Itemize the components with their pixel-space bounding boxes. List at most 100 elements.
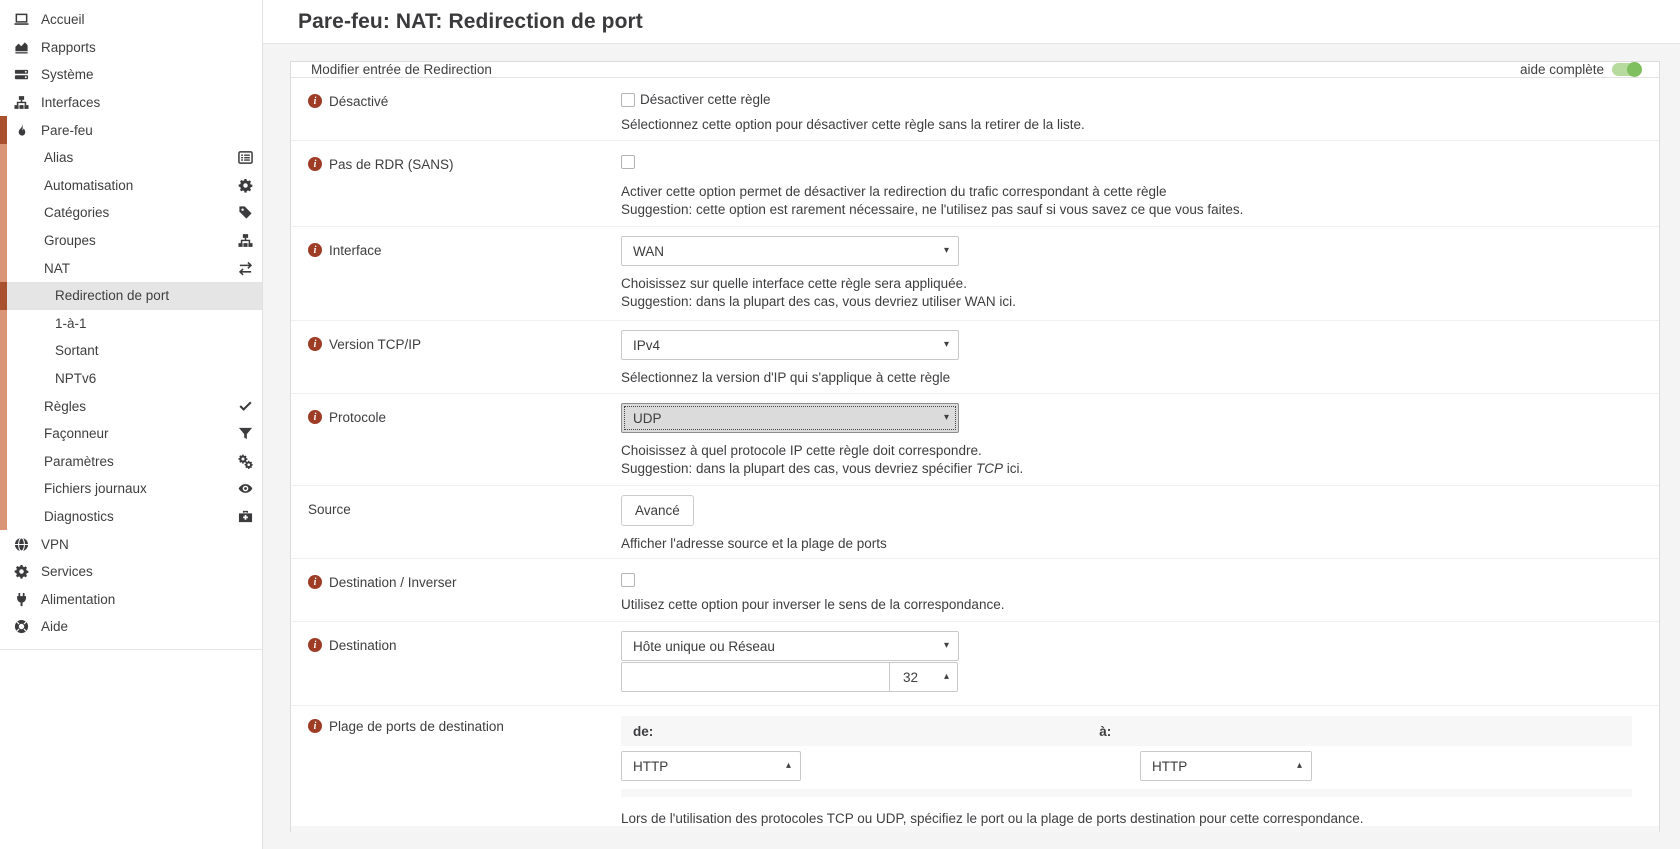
- title-bar: Pare-feu: NAT: Redirection de port: [263, 0, 1680, 44]
- caret-down-icon: ▾: [943, 412, 949, 423]
- protocol-select[interactable]: UDP ▾: [621, 403, 959, 433]
- sidebar-item-label: NAT: [44, 260, 70, 276]
- sidebar-item-label: Façonneur: [44, 426, 109, 442]
- fire-icon: [13, 122, 29, 138]
- full-help-toggle[interactable]: [1612, 62, 1642, 77]
- interface-select[interactable]: WAN ▾: [621, 236, 959, 266]
- edit-redirect-panel: Modifier entrée de Redirection aide comp…: [290, 61, 1660, 832]
- sidebar-item-pare-feu[interactable]: Pare-feu: [0, 116, 262, 144]
- help-text: Afficher l'adresse source et la plage de…: [621, 536, 887, 551]
- sidebar-item-label: Catégories: [44, 205, 110, 221]
- eye-icon: [237, 481, 253, 497]
- content-area: Modifier entrée de Redirection aide comp…: [263, 44, 1680, 849]
- sidebar-item-label: Alias: [44, 150, 74, 166]
- sidebar-item-label: Diagnostics: [44, 508, 114, 524]
- info-icon: i: [308, 337, 322, 351]
- panel-header: Modifier entrée de Redirection aide comp…: [291, 62, 1659, 78]
- help-text: Sélectionnez cette option pour désactive…: [621, 117, 1085, 132]
- sidebar-item-fichiers-journaux[interactable]: Fichiers journaux: [0, 475, 262, 503]
- sidebar-item-aide[interactable]: Aide: [0, 613, 262, 641]
- ip-version-select[interactable]: IPv4 ▾: [621, 330, 959, 360]
- sidebar-item-label: Système: [41, 67, 94, 83]
- help-text: Suggestion: cette option est rarement né…: [621, 201, 1244, 217]
- nordr-checkbox[interactable]: [621, 155, 635, 169]
- field-label: Désactivé: [329, 93, 389, 109]
- sidebar-item-param-tres[interactable]: Paramètres: [0, 448, 262, 476]
- sidebar-item-label: Rapports: [41, 39, 96, 55]
- row-source: Source Avancé Afficher l'adresse source …: [291, 486, 1659, 559]
- disable-rule-checkbox[interactable]: [621, 92, 635, 107]
- info-icon: i: [308, 94, 322, 108]
- sidebar-item-rapports[interactable]: Rapports: [0, 34, 262, 62]
- ip-version-select-value: IPv4: [633, 337, 661, 353]
- sidebar-item-label: Fichiers journaux: [44, 481, 147, 497]
- info-icon: i: [308, 157, 322, 171]
- sidebar-item-services[interactable]: Services: [0, 558, 262, 586]
- info-icon: i: [308, 575, 322, 589]
- sidebar-item-alias[interactable]: Alias: [0, 144, 262, 172]
- caret-down-icon: ▾: [943, 640, 949, 651]
- row-interface: i Interface WAN ▾ Choisissez sur quelle …: [291, 227, 1659, 321]
- field-label: Protocole: [329, 409, 387, 425]
- destination-type-select[interactable]: Hôte unique ou Réseau ▾: [621, 631, 959, 661]
- help-text: Utilisez cette option pour inverser le s…: [621, 597, 1005, 612]
- sitemap-icon: [237, 233, 253, 249]
- interface-select-value: WAN: [633, 243, 664, 259]
- panel-header-title: Modifier entrée de Redirection: [311, 62, 492, 77]
- caret-up-icon: ▴: [785, 760, 791, 771]
- help-text: Choisissez sur quelle interface cette rè…: [621, 276, 967, 291]
- source-advanced-button[interactable]: Avancé: [621, 495, 694, 526]
- port-from-select[interactable]: HTTP ▴: [621, 751, 801, 781]
- main-area: Pare-feu: NAT: Redirection de port Modif…: [263, 0, 1680, 849]
- port-from-value: HTTP: [633, 758, 669, 774]
- sidebar-item-syst-me[interactable]: Système: [0, 61, 262, 89]
- help-text: Suggestion: dans la plupart des cas, vou…: [621, 293, 1016, 309]
- page-title: Pare-feu: NAT: Redirection de port: [298, 9, 643, 33]
- sidebar-item-groupes[interactable]: Groupes: [0, 227, 262, 255]
- destination-invert-checkbox[interactable]: [621, 573, 635, 587]
- sidebar-item-label: NPTv6: [55, 371, 97, 387]
- full-help-label: aide complète: [1519, 62, 1604, 77]
- destination-address-input[interactable]: [621, 662, 890, 692]
- gears-icon: [237, 453, 253, 469]
- sidebar-item-r-gles[interactable]: Règles: [0, 392, 262, 420]
- sidebar-item-interfaces[interactable]: Interfaces: [0, 89, 262, 117]
- sidebar-item-label: 1-à-1: [55, 315, 87, 331]
- sidebar-item-label: Paramètres: [44, 453, 114, 469]
- sidebar-item-sortant[interactable]: Sortant: [0, 337, 262, 365]
- sidebar: Accueil Rapports Système Interfaces Pare-feu…: [0, 0, 263, 849]
- sidebar-item-nptv6[interactable]: NPTv6: [0, 365, 262, 393]
- plug-icon: [13, 591, 29, 607]
- next-row-strip: [291, 826, 1659, 832]
- sidebar-item-label: VPN: [41, 536, 69, 552]
- row-ip-version: i Version TCP/IP IPv4 ▾ Sélectionnez la …: [291, 321, 1659, 394]
- help-text: Suggestion: dans la plupart des cas, vou…: [621, 460, 1024, 476]
- destination-mask-select[interactable]: 32 ▴: [889, 662, 958, 692]
- sidebar-item-label: Accueil: [41, 12, 85, 28]
- port-to-label: à:: [1099, 723, 1112, 739]
- sidebar-item-1-1[interactable]: 1-à-1: [0, 310, 262, 338]
- field-label: Plage de ports de destination: [329, 718, 504, 734]
- sidebar-item-diagnostics[interactable]: Diagnostics: [0, 503, 262, 531]
- sidebar-item-vpn[interactable]: VPN: [0, 530, 262, 558]
- sidebar-item-cat-gories[interactable]: Catégories: [0, 199, 262, 227]
- destination-mask-value: 32: [903, 669, 919, 685]
- field-label: Version TCP/IP: [329, 336, 422, 352]
- field-label: Destination: [329, 637, 397, 653]
- sidebar-item-redirection-de-port[interactable]: Redirection de port: [0, 281, 262, 310]
- sidebar-item-nat[interactable]: NAT: [0, 254, 262, 282]
- sidebar-item-accueil[interactable]: Accueil: [0, 6, 262, 34]
- medkit-icon: [237, 508, 253, 524]
- port-to-select[interactable]: HTTP ▴: [1140, 751, 1312, 781]
- sitemap-icon: [13, 95, 29, 111]
- sidebar-item-label: Services: [41, 564, 93, 580]
- sidebar-item-fa-onneur[interactable]: Façonneur: [0, 420, 262, 448]
- port-from-label: de:: [633, 723, 654, 739]
- sidebar-item-automatisation[interactable]: Automatisation: [0, 172, 262, 200]
- sidebar-item-alimentation[interactable]: Alimentation: [0, 585, 262, 613]
- help-text: Choisissez à quel protocole IP cette règ…: [621, 443, 982, 458]
- field-label: Pas de RDR (SANS): [329, 156, 454, 172]
- info-icon: i: [308, 243, 322, 257]
- row-destination-port-range: i Plage de ports de destination de: à: H…: [291, 706, 1659, 826]
